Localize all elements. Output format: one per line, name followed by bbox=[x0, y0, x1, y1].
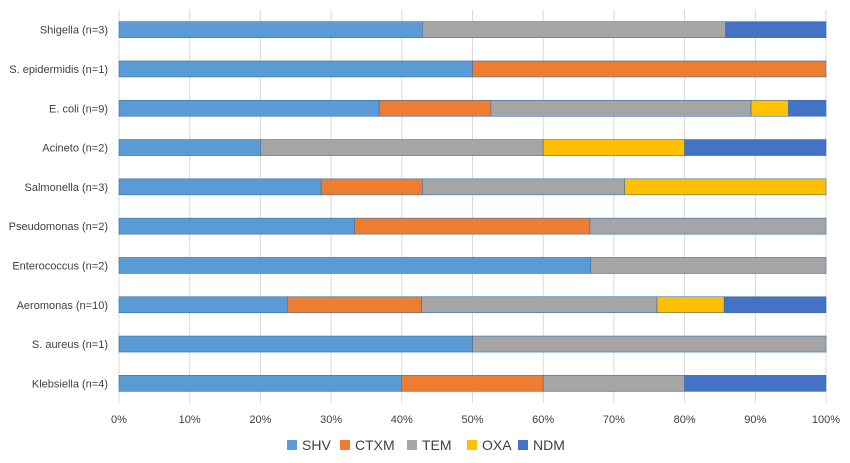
bar-segment-shv bbox=[118, 21, 423, 38]
category-label: Shigella (n=3) bbox=[40, 25, 108, 37]
bar-segment-tem bbox=[421, 296, 658, 314]
x-tick-label: 10% bbox=[179, 414, 201, 426]
bar-segment-tem bbox=[260, 139, 544, 156]
bar-segment-ctxm bbox=[401, 375, 544, 392]
x-tick-label: 90% bbox=[744, 414, 766, 426]
category-label: Pseudomonas (n=2) bbox=[9, 221, 108, 233]
x-tick-label: 80% bbox=[674, 414, 696, 426]
bar-segment-ctxm bbox=[472, 60, 827, 78]
bar-segment-tem bbox=[422, 178, 625, 196]
legend-label: TEM bbox=[422, 437, 452, 453]
bar-segment-oxa bbox=[750, 99, 789, 117]
bar-segment-shv bbox=[118, 335, 473, 353]
category-label: S. epidermidis (n=1) bbox=[9, 64, 108, 76]
category-label: E. coli (n=9) bbox=[49, 103, 108, 115]
bar-segment-ctxm bbox=[286, 296, 422, 314]
legend-swatch-tem bbox=[407, 440, 417, 450]
bar-segment-ndm bbox=[788, 99, 827, 117]
bar-segment-tem bbox=[542, 375, 685, 392]
bar-segment-tem bbox=[590, 257, 827, 274]
x-tick-label: 70% bbox=[603, 414, 625, 426]
legend-label: CTXM bbox=[355, 437, 395, 453]
x-tick-label: 100% bbox=[812, 414, 840, 426]
bar-segment-shv bbox=[118, 217, 355, 235]
bar-segment-oxa bbox=[542, 139, 685, 156]
bar-segment-tem bbox=[472, 335, 827, 353]
x-tick-label: 50% bbox=[461, 414, 483, 426]
x-tick-label: 20% bbox=[249, 414, 271, 426]
legend-swatch-ctxm bbox=[340, 440, 350, 450]
legend-swatch-oxa bbox=[467, 440, 477, 450]
bar-segment-shv bbox=[118, 60, 473, 78]
legend-label: NDM bbox=[533, 437, 565, 453]
bar-segment-ctxm bbox=[378, 99, 492, 117]
category-label: Salmonella (n=3) bbox=[25, 182, 108, 194]
legend-label: SHV bbox=[302, 437, 331, 453]
bar-segment-ndm bbox=[723, 296, 827, 314]
bar-segment-ndm bbox=[684, 139, 827, 156]
legend-swatch-ndm bbox=[518, 440, 528, 450]
category-label: Enterococcus (n=2) bbox=[12, 260, 108, 272]
legend-swatch-shv bbox=[287, 440, 297, 450]
bar-segment-ctxm bbox=[354, 217, 591, 235]
bar-segment-oxa bbox=[624, 178, 827, 196]
bar-segment-shv bbox=[118, 375, 403, 392]
x-tick-label: 40% bbox=[391, 414, 413, 426]
legend: SHV CTXM TEM OXA NDM bbox=[287, 437, 565, 453]
category-label: Acineto (n=2) bbox=[42, 143, 108, 155]
bar-segment-shv bbox=[118, 99, 380, 117]
x-tick-label: 0% bbox=[111, 414, 127, 426]
category-label: Aeromonas (n=10) bbox=[17, 300, 108, 312]
category-labels: Shigella (n=3) S. epidermidis (n=1) E. col… bbox=[9, 25, 108, 391]
bar-segment-shv bbox=[118, 178, 322, 196]
bar-segment-oxa bbox=[656, 296, 725, 314]
bar-segment-ndm bbox=[684, 375, 827, 392]
category-label: Klebsiella (n=4) bbox=[32, 378, 108, 390]
x-tick-label: 30% bbox=[320, 414, 342, 426]
bar-segment-tem bbox=[422, 21, 726, 38]
bar-segment-tem bbox=[490, 99, 752, 117]
bar-segment-ctxm bbox=[320, 178, 423, 196]
bar-segment-ndm bbox=[725, 21, 827, 38]
bar-segment-shv bbox=[118, 257, 591, 274]
bar-segment-shv bbox=[118, 139, 261, 156]
x-tick-labels: 0% 10% 20% 30% 40% 50% 60% 70% 80% 90% 100% bbox=[111, 414, 840, 426]
x-tick-label: 60% bbox=[532, 414, 554, 426]
bar-segment-shv bbox=[118, 296, 288, 314]
category-label: S. aureus (n=1) bbox=[32, 339, 108, 351]
bars bbox=[118, 21, 827, 392]
bar-segment-tem bbox=[589, 217, 827, 235]
legend-label: OXA bbox=[482, 437, 512, 453]
